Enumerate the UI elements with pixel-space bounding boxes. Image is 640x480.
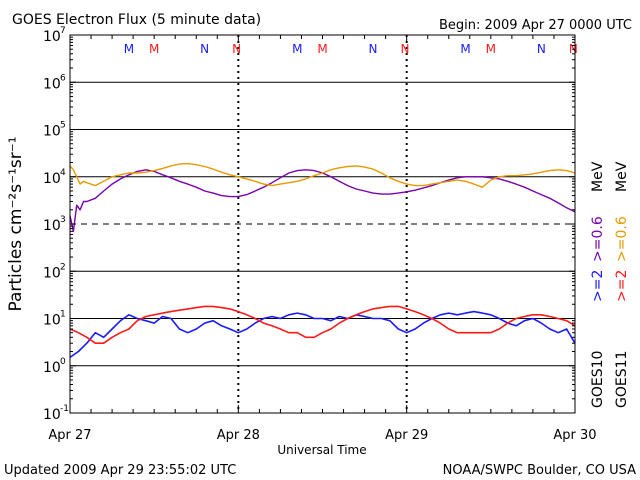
mn-marker: M (460, 42, 470, 56)
mn-marker: N (369, 42, 378, 56)
x-axis-ticks: Apr 27 Apr 28 Apr 29 Apr 30 (48, 35, 597, 443)
legend-unit-bottom: MeV (614, 161, 630, 192)
y-tick-exponent: 3 (60, 215, 66, 225)
y-tick-label: 10 (43, 407, 61, 423)
chart-title: GOES Electron Flux (5 minute data) (12, 12, 261, 28)
y-tick-label: 10 (43, 124, 61, 140)
y-tick-exponent: 4 (60, 168, 66, 178)
y-tick-exponent: 6 (60, 73, 66, 83)
y-tick-exponent: 5 (60, 121, 66, 131)
legend: GOES10 GOES11 >=2 >=2 >=0.6 >=0.6 MeV Me… (590, 161, 630, 408)
credit-text: NOAA/SWPC Boulder, CO USA (443, 463, 636, 478)
mn-marker: M (317, 42, 327, 56)
mn-marker: M (486, 42, 496, 56)
series-line (69, 162, 576, 188)
x-tick-label: Apr 27 (48, 428, 91, 443)
legend-sat-goes10: GOES10 (590, 351, 606, 408)
x-tick-label: Apr 29 (385, 428, 428, 443)
legend-sat-goes11: GOES11 (614, 351, 630, 408)
mn-marker: N (232, 42, 241, 56)
mn-marker: N (537, 42, 546, 56)
mn-marker: M (149, 42, 159, 56)
y-tick-label: 10 (43, 171, 61, 187)
mn-marker: M (124, 42, 134, 56)
y-tick-exponent: 7 (60, 26, 66, 36)
y-axis-label: Particles cm⁻²s⁻¹sr⁻¹ (6, 136, 26, 311)
x-axis-label: Universal Time (277, 443, 366, 457)
legend-goes11-ge06: >=0.6 (614, 216, 630, 262)
y-tick-label: 10 (43, 29, 61, 45)
y-tick-label: 10 (43, 218, 61, 234)
y-tick-label: 10 (43, 76, 61, 92)
data-series (69, 162, 576, 359)
legend-goes10-ge2: >=2 (590, 270, 606, 302)
grid-lines (70, 81, 575, 367)
mn-marker: N (400, 42, 409, 56)
y-tick-exponent: -1 (60, 404, 69, 414)
legend-goes11-ge2: >=2 (614, 270, 630, 302)
y-tick-exponent: 0 (60, 357, 66, 367)
updated-timestamp: Updated 2009 Apr 29 23:55:02 UTC (4, 463, 236, 478)
y-tick-label: 10 (43, 313, 61, 329)
begin-date-label: Begin: 2009 Apr 27 0000 UTC (439, 18, 632, 33)
x-tick-label: Apr 28 (217, 428, 260, 443)
mn-marker: N (200, 42, 209, 56)
y-tick-exponent: 2 (60, 262, 66, 272)
legend-goes10-ge06: >=0.6 (590, 216, 606, 262)
series-line (69, 305, 576, 345)
x-tick-label: Apr 30 (553, 428, 596, 443)
y-tick-label: 10 (43, 360, 61, 376)
series-line (69, 310, 576, 359)
y-tick-label: 10 (43, 265, 61, 281)
mn-marker: M (292, 42, 302, 56)
legend-unit-top: MeV (590, 161, 606, 192)
y-tick-exponent: 1 (60, 310, 66, 320)
